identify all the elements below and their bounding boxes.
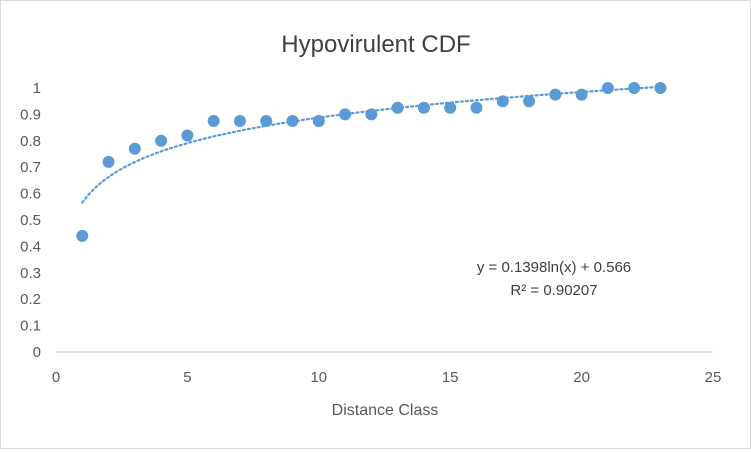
data-point — [128, 142, 141, 155]
data-point — [654, 82, 667, 94]
trendline-r-squared: R² = 0.90207 — [510, 282, 597, 299]
data-point — [102, 155, 115, 168]
x-axis-label: Distance Class — [332, 402, 439, 419]
data-point — [339, 108, 352, 121]
data-point — [391, 101, 404, 114]
y-tick-label: 0 — [33, 344, 41, 361]
y-axis: 0 0.1 0.2 0.3 0.4 0.5 0.6 0.7 0.8 0.9 1 — [20, 80, 41, 361]
data-point — [155, 134, 168, 147]
data-point — [260, 115, 273, 127]
y-tick-label: 0.3 — [20, 265, 41, 282]
data-point — [523, 95, 536, 108]
data-point — [207, 115, 220, 127]
data-point — [575, 88, 588, 101]
data-point — [365, 108, 378, 121]
y-tick-label: 0.6 — [20, 186, 41, 203]
y-tick-label: 0.7 — [20, 159, 41, 176]
x-tick-label: 20 — [573, 369, 590, 386]
x-tick-label: 15 — [442, 369, 459, 386]
data-point — [496, 95, 509, 108]
y-tick-label: 0.1 — [20, 318, 41, 335]
y-tick-label: 0.4 — [20, 238, 41, 255]
data-point — [601, 82, 614, 94]
data-point — [417, 101, 430, 114]
data-point — [444, 101, 457, 114]
x-tick-label: 0 — [52, 369, 60, 386]
trendline-path — [81, 85, 662, 204]
trendline-equation: y = 0.1398ln(x) + 0.566 — [477, 259, 631, 276]
data-point — [181, 129, 194, 142]
data-point — [76, 229, 89, 242]
y-tick-label: 0.8 — [20, 133, 41, 150]
data-point — [549, 88, 562, 101]
data-point — [628, 82, 641, 94]
data-point — [233, 115, 246, 127]
y-tick-label: 0.9 — [20, 106, 41, 123]
x-axis: 0 5 10 15 20 25 — [52, 369, 722, 386]
trendline — [81, 85, 662, 204]
data-point — [286, 115, 299, 127]
x-tick-label: 5 — [183, 369, 191, 386]
y-tick-label: 0.2 — [20, 291, 41, 308]
x-tick-label: 10 — [310, 369, 327, 386]
y-tick-label: 1 — [33, 80, 41, 97]
data-series — [76, 82, 667, 242]
chart-title: Hypovirulent CDF — [281, 31, 470, 58]
data-point — [470, 101, 483, 114]
x-tick-label: 25 — [705, 369, 722, 386]
y-tick-label: 0.5 — [20, 212, 41, 229]
data-point — [312, 115, 325, 127]
